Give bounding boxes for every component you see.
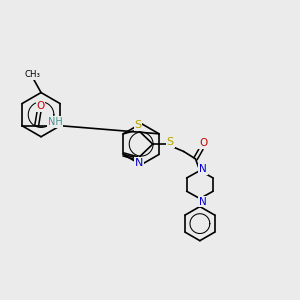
- Text: N: N: [135, 158, 143, 168]
- Text: O: O: [199, 138, 207, 148]
- Text: N: N: [199, 196, 207, 206]
- Text: S: S: [167, 137, 174, 147]
- Text: O: O: [36, 101, 45, 111]
- Text: N: N: [199, 164, 207, 174]
- Text: S: S: [134, 120, 142, 130]
- Text: NH: NH: [48, 117, 63, 127]
- Text: CH₃: CH₃: [24, 70, 40, 79]
